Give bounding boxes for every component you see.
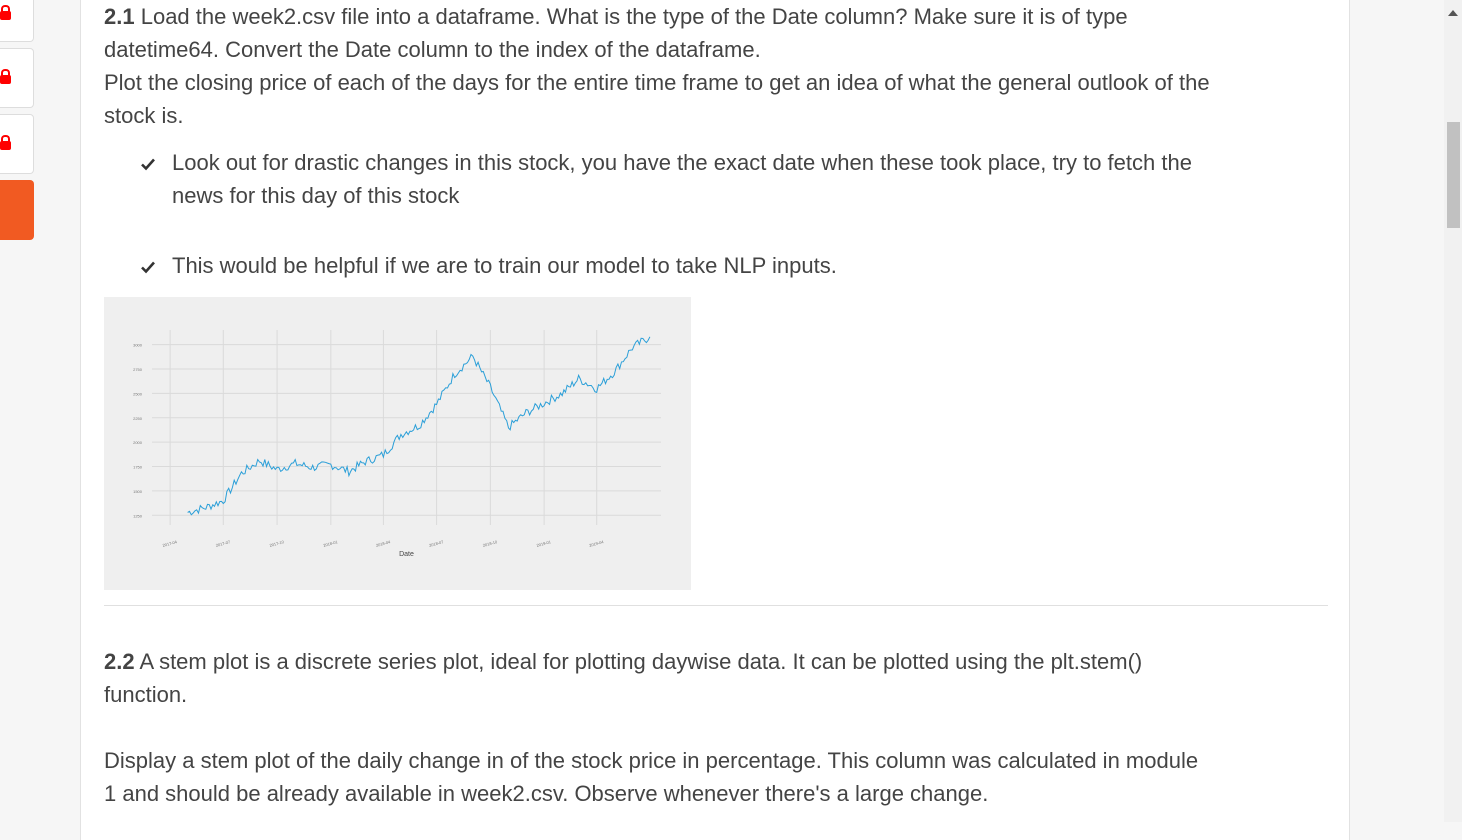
lock-icon — [0, 141, 11, 150]
closing-price-chart: 1250 1500 1750 2000 2250 2500 2750 3000 2017-04 2… — [104, 297, 691, 590]
section-2-2-text: 2.2 A stem plot is a discrete series plo… — [104, 645, 1328, 810]
section-2-2-line1: 2.2 A stem plot is a discrete series plo… — [104, 645, 1328, 678]
list-item: This would be helpful if we are to train… — [140, 249, 1192, 282]
x-tick-label: 2018-04 — [375, 539, 391, 548]
scroll-thumb[interactable] — [1447, 122, 1460, 228]
section-2-1-line4: stock is. — [104, 99, 1328, 132]
content-card: 2.1 Load the week2.csv file into a dataf… — [80, 0, 1350, 840]
lock-icon — [0, 11, 11, 20]
section-2-2-line3: Display a stem plot of the daily change … — [104, 744, 1328, 777]
section-divider — [104, 605, 1328, 606]
y-tick-label: 2000 — [133, 440, 143, 445]
checklist: Look out for drastic changes in this sto… — [140, 146, 1192, 282]
x-tick-label: 2018-10 — [482, 539, 498, 548]
module-tab-active[interactable] — [0, 180, 34, 240]
section-2-1-line1: 2.1 Load the week2.csv file into a dataf… — [104, 0, 1328, 33]
section-2-2-line2: function. — [104, 678, 1328, 711]
checkmark-icon — [140, 259, 156, 275]
y-tick-label: 2500 — [133, 391, 143, 396]
x-tick-label: 2017-10 — [269, 539, 285, 548]
y-tick-label: 1750 — [133, 465, 143, 470]
bullet-line: news for this day of this stock — [172, 179, 1192, 212]
section-2-1-line2: datetime64. Convert the Date column to t… — [104, 33, 1328, 66]
y-tick-label: 3000 — [133, 343, 143, 348]
x-tick-label: 2017-07 — [215, 539, 231, 548]
checkmark-icon — [140, 156, 156, 172]
series-line — [188, 337, 650, 515]
x-tick-label: 2017-04 — [162, 539, 178, 548]
section-2-2-line4: 1 and should be already available in wee… — [104, 777, 1328, 810]
section-number: 2.2 — [104, 649, 135, 674]
bullet-line: This would be helpful if we are to train… — [172, 249, 1192, 282]
x-tick-label: 2019-01 — [536, 539, 552, 548]
text: Load the week2.csv file into a dataframe… — [141, 4, 1128, 29]
module-tab-locked[interactable] — [0, 48, 34, 108]
bullet-line: Look out for drastic changes in this sto… — [172, 146, 1192, 179]
x-tick-label: 2019-04 — [589, 539, 605, 548]
section-2-1-text: 2.1 Load the week2.csv file into a dataf… — [104, 0, 1328, 132]
x-tick-label: 2018-01 — [323, 539, 339, 548]
y-tick-label: 2750 — [133, 367, 143, 372]
scrollbar[interactable] — [1444, 0, 1462, 822]
list-item: Look out for drastic changes in this sto… — [140, 146, 1192, 212]
y-tick-label: 1500 — [133, 489, 143, 494]
chart-svg: 1250 1500 1750 2000 2250 2500 2750 3000 2017-04 2… — [104, 297, 691, 590]
scroll-up-arrow-icon[interactable] — [1448, 10, 1458, 16]
section-2-1-line3: Plot the closing price of each of the da… — [104, 66, 1328, 99]
left-rail — [0, 0, 40, 822]
lock-icon — [0, 75, 11, 84]
y-tick-label: 1250 — [133, 513, 143, 518]
x-axis-label: Date — [399, 551, 414, 558]
module-tab-locked[interactable] — [0, 0, 34, 42]
text: A stem plot is a discrete series plot, i… — [140, 649, 1143, 674]
section-number: 2.1 — [104, 4, 135, 29]
module-tab-locked[interactable] — [0, 114, 34, 174]
x-tick-label: 2018-07 — [428, 539, 444, 548]
y-tick-label: 2250 — [133, 416, 143, 421]
